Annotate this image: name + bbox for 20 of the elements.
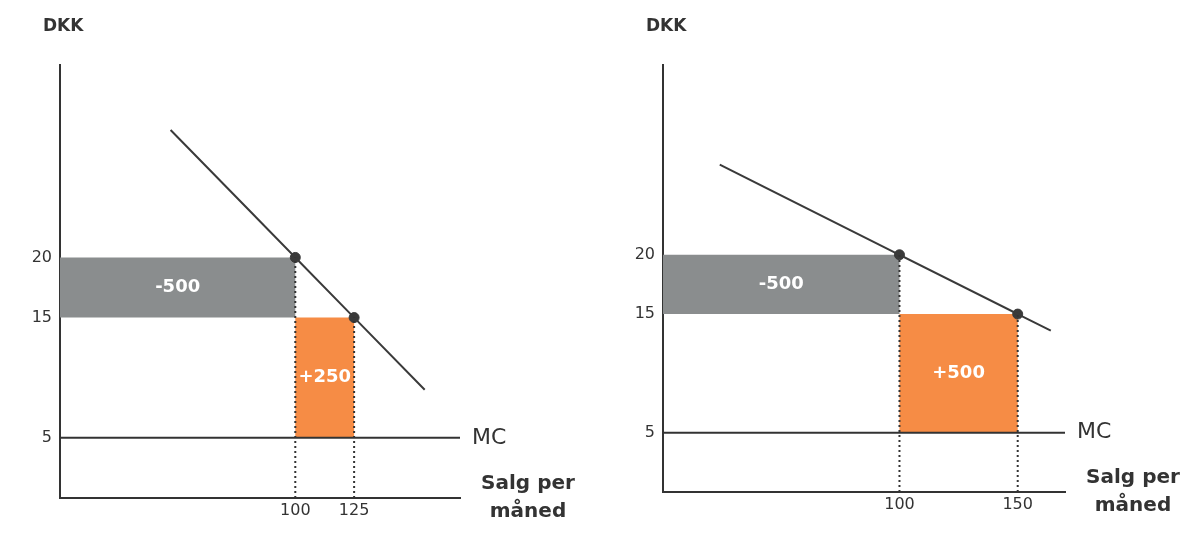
y-tick-label: 5 [41, 427, 52, 447]
x-tick-label: 100 [884, 493, 915, 513]
x-tick-label: 125 [338, 499, 370, 519]
y-tick-label: 15 [634, 303, 655, 323]
annotation: -500 [758, 272, 804, 294]
y-tick-label: 15 [31, 306, 52, 326]
x-tick-label: 100 [280, 499, 311, 519]
y-axis-title: DKK [43, 15, 85, 36]
annotation: -500 [155, 275, 201, 297]
y-tick-label: 20 [31, 246, 52, 266]
x-tick-label: 150 [1002, 493, 1033, 513]
y-tick-label: 5 [644, 421, 655, 441]
annotation: +250 [298, 365, 352, 387]
y-tick-label: 20 [634, 243, 655, 263]
ref-line-label: MC [472, 423, 507, 449]
ref-line-label: MC [1077, 418, 1112, 444]
x-axis-title: Salg per måned [481, 470, 576, 523]
y-axis-title: DKK [646, 15, 688, 36]
annotation: +500 [932, 361, 985, 383]
x-axis-title: Salg per måned [1086, 464, 1181, 517]
